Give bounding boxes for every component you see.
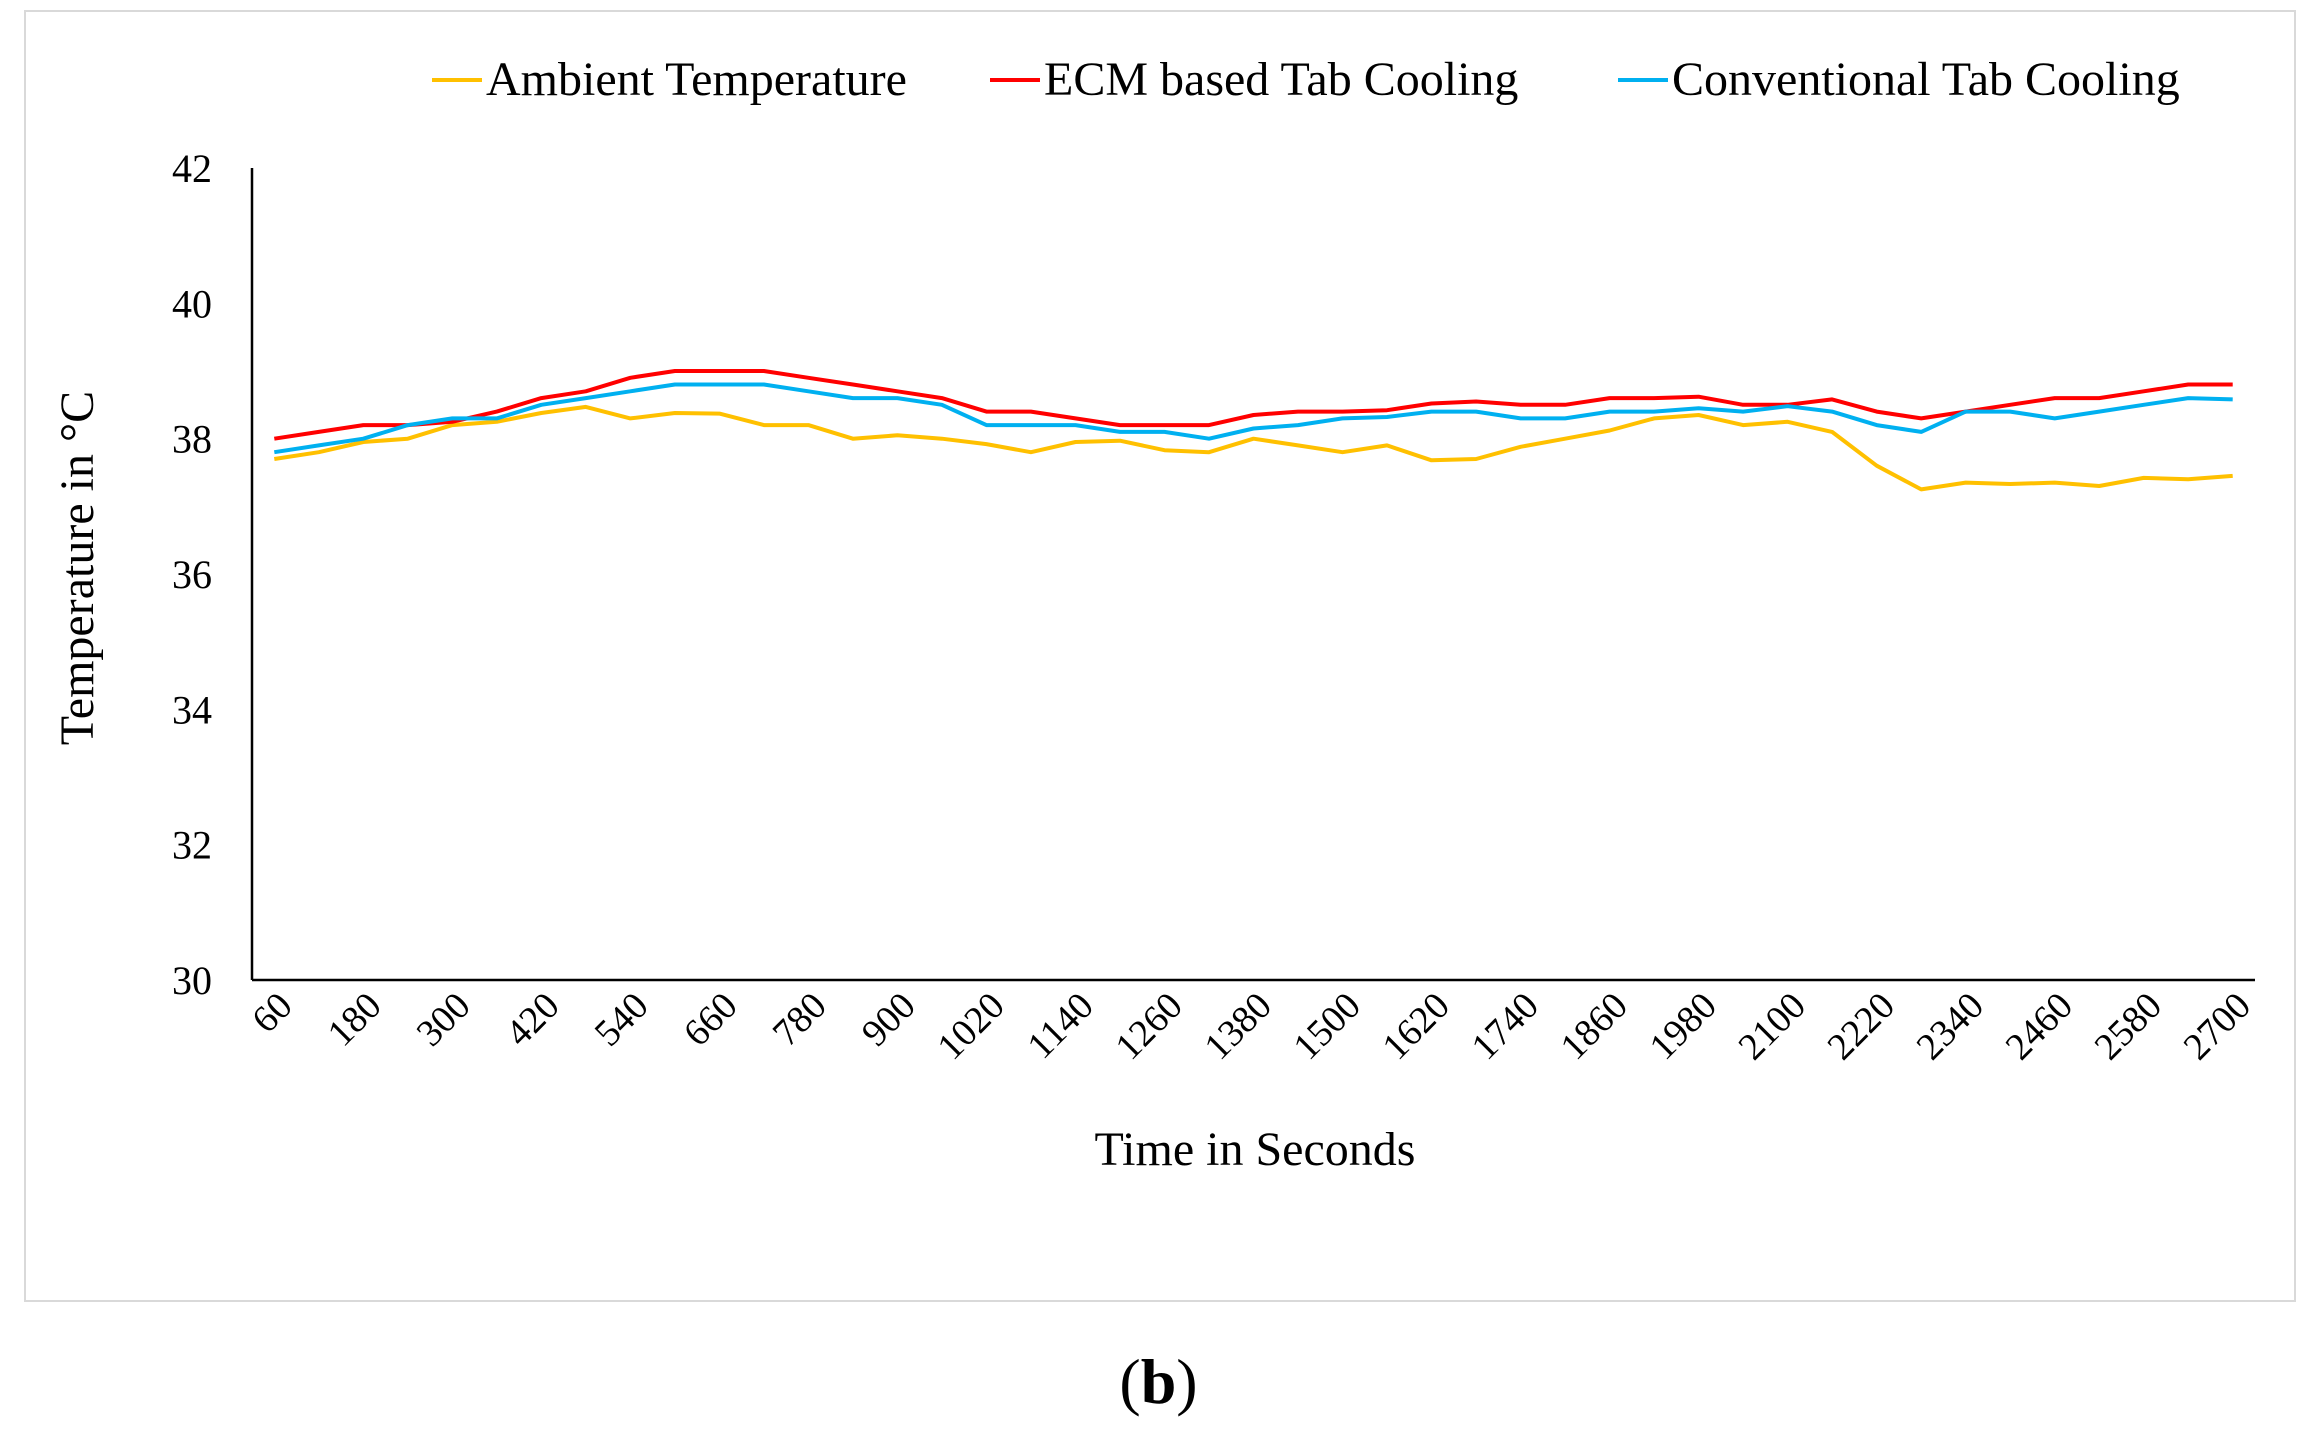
- x-tick-label: 2700: [2176, 985, 2259, 1068]
- chart-frame: [24, 10, 2296, 1302]
- y-tick-label: 34: [172, 687, 212, 732]
- x-tick-label: 1500: [1285, 985, 1368, 1068]
- x-tick-label: 180: [320, 985, 390, 1055]
- x-tick-label: 1380: [1196, 985, 1279, 1068]
- x-tick-label: 1140: [1019, 985, 1101, 1067]
- x-tick-label: 420: [498, 985, 568, 1055]
- x-tick-label: 900: [854, 985, 924, 1055]
- y-tick-label: 32: [172, 823, 212, 868]
- y-tick-label: 42: [172, 146, 212, 191]
- line-chart: Ambient Temperature ECM based Tab Cooling…: [51, 53, 2259, 1176]
- y-axis-title: Temperature in °C: [51, 391, 104, 745]
- y-tick-label: 40: [172, 281, 212, 326]
- x-tick-label: 2100: [1731, 985, 1814, 1068]
- series-line-conventional-tab-cooling: [273, 382, 2233, 455]
- caption-letter: b: [1140, 1346, 1177, 1417]
- x-tick-label: 780: [765, 985, 835, 1055]
- y-tick-label: 36: [172, 552, 212, 597]
- legend-label: Conventional Tab Cooling: [1672, 53, 2180, 106]
- x-axis-ticks: 60 180 300 420 540 660 780 900 1020 1140 1260 1380 1…: [244, 985, 2259, 1068]
- x-tick-label: 1020: [929, 985, 1012, 1068]
- x-tick-label: 300: [409, 985, 479, 1055]
- y-tick-label: 30: [172, 958, 212, 1003]
- x-tick-label: 2460: [1998, 985, 2081, 1068]
- legend: Ambient Temperature ECM based Tab Cooling…: [432, 53, 2180, 106]
- x-tick-label: 1740: [1463, 985, 1546, 1068]
- figure-caption: (b): [1119, 1346, 1198, 1417]
- x-tick-label: 1860: [1553, 985, 1636, 1068]
- x-tick-label: 660: [676, 985, 746, 1055]
- series-lines: [273, 369, 2233, 492]
- x-tick-label: 2220: [1820, 985, 1903, 1068]
- legend-label: Ambient Temperature: [486, 53, 907, 106]
- x-tick-label: 60: [244, 985, 301, 1042]
- series-line-ecm-based-tab-cooling: [273, 369, 2233, 441]
- y-tick-label: 38: [172, 417, 212, 462]
- series-line-ambient-temperature: [273, 404, 2233, 492]
- y-axis-ticks: 30 32 34 36 38 40 42: [172, 146, 212, 1003]
- x-tick-label: 540: [587, 985, 657, 1055]
- x-axis-title: Time in Seconds: [1095, 1123, 1416, 1176]
- x-tick-label: 1980: [1642, 985, 1725, 1068]
- x-tick-label: 2340: [1909, 985, 1992, 1068]
- legend-label: ECM based Tab Cooling: [1044, 53, 1518, 106]
- x-tick-label: 2580: [2087, 985, 2170, 1068]
- x-tick-label: 1620: [1374, 985, 1457, 1068]
- x-tick-label: 1260: [1107, 985, 1190, 1068]
